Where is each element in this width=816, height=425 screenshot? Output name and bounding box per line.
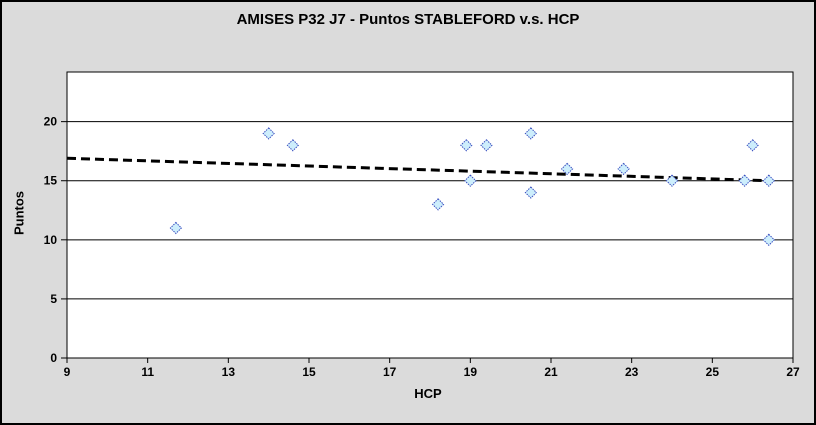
data-point (460, 139, 473, 152)
y-axis-title: Puntos (11, 190, 27, 236)
data-point (665, 174, 679, 187)
trendline (66, 156, 769, 183)
data-point (464, 174, 477, 187)
x-axis-title: HCP (414, 386, 442, 401)
y-tick-label: 20 (44, 115, 58, 129)
data-point (560, 162, 574, 176)
data-point (169, 221, 183, 235)
data-point (762, 233, 776, 247)
x-tick-label: 19 (464, 365, 478, 379)
data-point (617, 162, 630, 176)
data-point (286, 139, 300, 152)
data-point (431, 198, 445, 211)
data-point (762, 174, 776, 187)
x-tick-label: 15 (302, 365, 316, 379)
data-point (524, 127, 538, 140)
x-tick-label: 25 (706, 365, 720, 379)
x-tick-label: 9 (64, 365, 71, 379)
data-point (480, 139, 493, 152)
data-point (262, 127, 275, 140)
x-tick-label: 13 (222, 365, 236, 379)
plot-area (66, 71, 794, 359)
data-point (524, 186, 538, 199)
y-tick-label: 15 (44, 174, 58, 188)
x-tick-label: 23 (625, 365, 639, 379)
y-tick-label: 5 (50, 292, 57, 306)
y-tick-label: 0 (50, 351, 57, 365)
chart-title: AMISES P32 J7 - Puntos STABLEFORD v.s. H… (236, 11, 580, 28)
x-tick-label: 11 (141, 365, 154, 379)
x-tick-label: 17 (383, 365, 397, 379)
x-tick-label: 27 (786, 365, 800, 379)
data-point (738, 174, 751, 187)
data-point (746, 139, 759, 152)
x-tick-label: 21 (544, 365, 558, 379)
y-tick-label: 10 (44, 233, 58, 247)
